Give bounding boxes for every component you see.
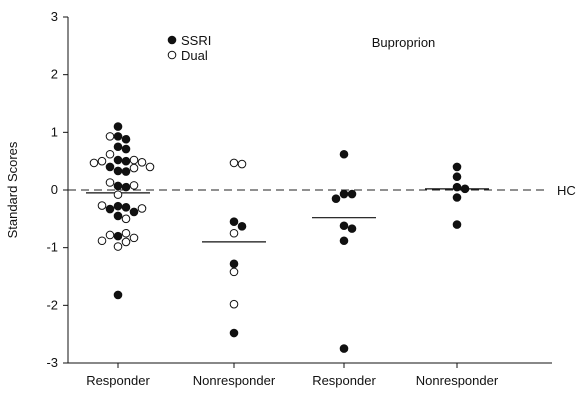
y-tick-label: 1 [51,124,58,139]
dual-point [105,149,115,159]
buproprion-point [460,184,470,194]
dual-point [121,214,131,224]
ssri-point [229,328,239,338]
legend-label-ssri: SSRI [181,33,211,48]
ssri-point [129,207,139,217]
ssri-point [121,156,131,166]
dual-point [113,242,123,251]
y-tick-label: -1 [46,240,58,255]
y-tick-label: -3 [46,355,58,370]
buproprion-point [347,189,357,199]
group-header: Buproprion [372,35,436,50]
ssri-point [237,222,247,231]
buproprion-point [339,149,349,159]
x-tick-label: Responder [312,373,376,388]
dual-point [129,155,139,165]
buproprion-point [452,162,462,172]
ssri-point [113,142,123,152]
ssri-point [121,182,131,192]
data-points [89,122,470,353]
dual-point [105,230,115,240]
dual-point [137,204,147,213]
ssri-point [121,167,131,176]
dual-point [105,132,115,141]
dual-point [145,162,155,172]
y-tick-label: -2 [46,297,58,312]
dual-point [121,228,131,238]
dual-point [229,228,239,238]
dual-point [89,158,99,168]
dual-point [229,299,239,309]
dual-point [229,158,239,168]
x-tick-label: Nonresponder [193,373,276,388]
ssri-point [113,290,123,300]
buproprion-point [452,172,462,182]
dual-point [113,190,123,199]
ssri-point [113,122,123,131]
legend-label-dual: Dual [181,48,208,63]
ssri-point [229,259,239,269]
ssri-point [113,211,123,221]
x-tick-label: Responder [86,373,150,388]
buproprion-point [339,189,349,199]
y-tick-label: 2 [51,67,58,82]
legend-marker-ssri [167,35,177,45]
mean-lines [86,188,489,243]
axes: 3 2 1 0 -1 -2 -3 Responder Nonresponder Responder… [46,9,552,388]
y-tick-label: 3 [51,9,58,24]
x-tick-label: Nonresponder [416,373,499,388]
buproprion-point [331,194,341,203]
ssri-point [121,203,131,212]
dual-point [129,163,139,173]
hc-label: HC [557,183,576,198]
legend-marker-dual [167,50,177,60]
ssri-point [113,166,123,176]
buproprion-point [452,193,462,202]
dual-point [229,267,239,277]
y-axis-label: Standard Scores [5,141,20,238]
dual-point [129,233,139,243]
labels: Standard Scores Buproprion [5,35,435,238]
y-tick-label: 0 [51,182,58,197]
buproprion-point [339,221,349,231]
dual-point [97,201,107,210]
ssri-point [113,132,123,141]
ssri-point [113,231,123,241]
reference-line-group: HC [68,183,576,198]
dual-point [97,236,107,246]
dual-point [237,159,247,169]
ssri-point [121,134,131,144]
buproprion-point [452,182,462,192]
dual-point [97,156,107,166]
dual-point [137,158,147,167]
buproprion-point [339,236,349,246]
buproprion-point [339,344,349,353]
ssri-point [229,217,239,227]
ssri-point [113,181,123,191]
dual-point [105,178,115,187]
ssri-point [105,162,115,172]
buproprion-point [452,220,462,229]
ssri-point [113,201,123,211]
ssri-point [121,144,131,154]
dual-point [129,181,139,190]
ssri-point [105,204,115,214]
dual-point [121,237,131,247]
ssri-point [113,155,123,165]
buproprion-point [347,224,357,233]
